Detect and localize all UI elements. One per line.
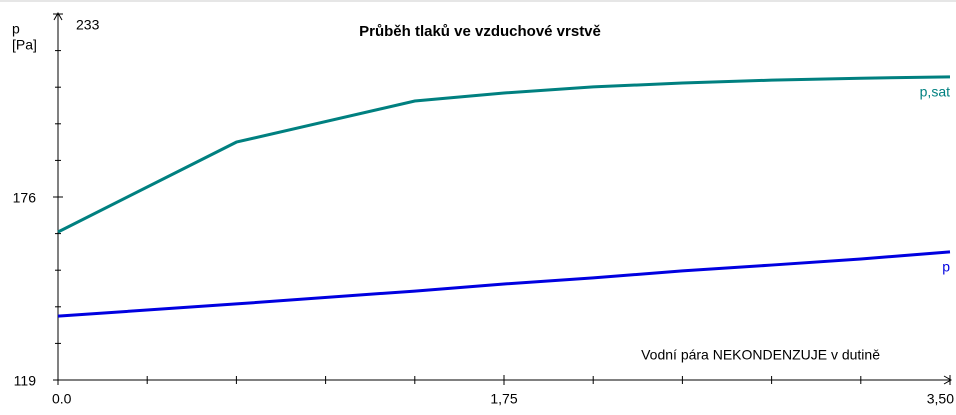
y-axis-label: p [12,21,20,37]
annotation: Vodní pára NEKONDENZUJE v dutině [641,347,880,363]
x-tick-label: 0.0 [52,391,72,407]
y-axis-arrow [53,11,63,21]
x-tick-label: 1,75 [490,391,517,407]
series-label: p,sat [920,84,950,100]
chart-title: Průběh tlaků ve vzduchové vrstvě [359,23,601,40]
y-tick-label: 119 [14,373,37,389]
series-label: p [942,259,950,275]
y-tick-label: 176 [13,190,37,206]
y-tick-label: 233 [76,17,100,33]
y-axis-unit: [Pa] [12,37,37,53]
series-line [57,75,951,234]
series-line [57,250,951,318]
x-axis-arrow [943,375,953,385]
x-tick-label: 3,50 [927,391,954,407]
